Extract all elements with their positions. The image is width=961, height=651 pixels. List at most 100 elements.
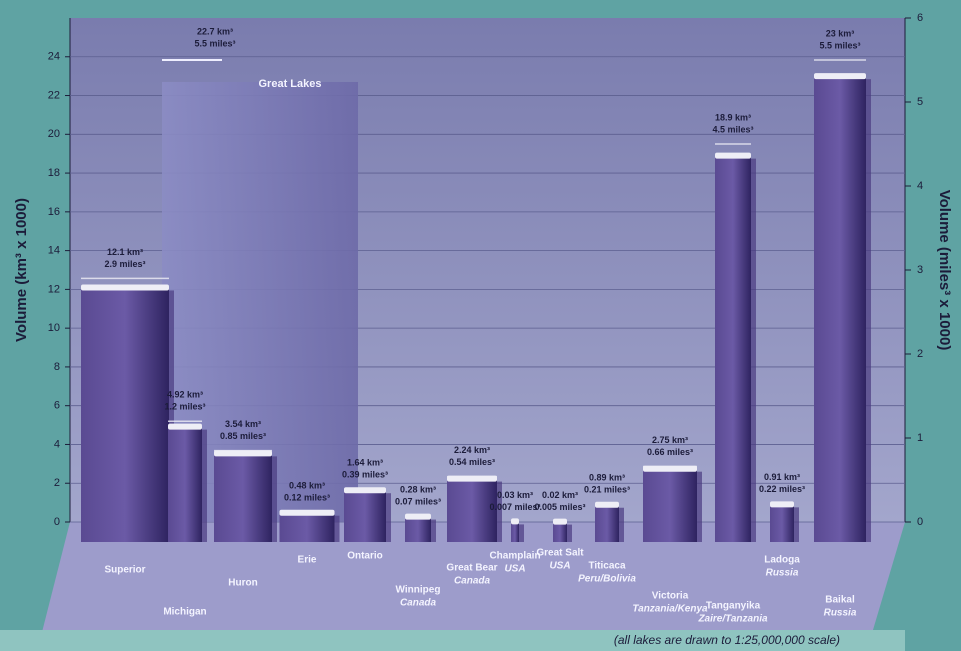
bar — [595, 504, 619, 542]
ice-cap — [214, 450, 272, 457]
value-label: 0.12 miles³ — [284, 492, 330, 502]
y2-tick-label: 2 — [917, 348, 923, 360]
value-label: 2.9 miles³ — [104, 259, 145, 269]
category-label: Ladoga — [764, 555, 800, 566]
bar-side — [751, 158, 756, 542]
bar — [814, 76, 866, 543]
value-label: 1.64 km³ — [347, 458, 383, 468]
bar-side — [794, 507, 799, 542]
category-label: Huron — [228, 578, 257, 589]
category-label: Superior — [104, 565, 145, 576]
value-label: 3.54 km³ — [225, 419, 261, 429]
value-label: 0.02 km³ — [542, 490, 578, 500]
bar-side — [386, 493, 391, 542]
value-label: 0.54 miles³ — [449, 457, 495, 467]
y-tick-label: 18 — [48, 167, 60, 179]
category-label: Tanganyika — [706, 601, 761, 612]
bar — [405, 516, 431, 542]
y2-tick-label: 1 — [917, 432, 923, 444]
bar-side — [567, 524, 572, 542]
ice-cap — [279, 509, 335, 516]
value-label: 0.21 miles³ — [584, 485, 630, 495]
y-tick-label: 20 — [48, 128, 60, 140]
value-label: 0.07 miles³ — [395, 496, 441, 506]
bar — [214, 453, 272, 542]
value-label: 5.5 miles³ — [819, 40, 860, 50]
value-label: 23 km³ — [826, 28, 855, 38]
category-label: Great Salt — [536, 548, 584, 559]
value-label: 0.03 km³ — [497, 490, 533, 500]
bar-side — [697, 471, 702, 542]
y-tick-label: 2 — [54, 477, 60, 489]
ice-cap — [814, 73, 866, 80]
group-value-label: 22.7 km³ — [197, 26, 233, 36]
bar — [447, 478, 497, 542]
y2-tick-label: 3 — [917, 264, 923, 276]
y2-tick-label: 0 — [917, 516, 923, 528]
value-label: 12.1 km³ — [107, 247, 143, 257]
region-label: Zaire/Tanzania — [697, 614, 768, 625]
category-label: Victoria — [652, 591, 689, 602]
value-label: 2.24 km³ — [454, 445, 490, 455]
value-label: 18.9 km³ — [715, 112, 751, 122]
value-label: 0.22 miles³ — [759, 484, 805, 494]
y-tick-label: 8 — [54, 361, 60, 373]
bar — [511, 521, 519, 542]
value-label: 0.91 km³ — [764, 472, 800, 482]
y2-tick-label: 6 — [917, 12, 923, 24]
y2-tick-label: 5 — [917, 96, 923, 108]
category-label: Michigan — [163, 607, 206, 618]
value-label: 0.66 miles³ — [647, 447, 693, 457]
value-label: 0.007 miles³ — [489, 502, 540, 512]
bar-side — [497, 481, 502, 542]
floor — [40, 522, 905, 640]
bar — [81, 287, 169, 542]
value-label: 4.5 miles³ — [712, 124, 753, 134]
bar — [168, 426, 202, 542]
value-label: 4.92 km³ — [167, 390, 203, 400]
bar-side — [334, 515, 340, 542]
y2-tick-label: 4 — [917, 180, 923, 192]
region-label: Canada — [400, 598, 437, 609]
bar-side — [866, 79, 871, 543]
y-tick-label: 10 — [48, 322, 60, 334]
y-tick-label: 24 — [48, 51, 60, 63]
region-label: Canada — [454, 576, 491, 587]
value-label: 0.48 km³ — [289, 480, 325, 490]
bar — [715, 155, 751, 542]
group-y2-label: 5.5 miles³ — [194, 38, 235, 48]
bar-side — [169, 290, 174, 542]
category-label: Champlain — [489, 551, 540, 562]
ice-cap — [81, 284, 169, 291]
y-tick-label: 6 — [54, 400, 60, 412]
y2-axis-title: Volume (miles³ x 1000) — [936, 190, 953, 351]
value-label: 0.85 miles³ — [220, 431, 266, 441]
category-label: Erie — [298, 555, 317, 566]
region-label: Russia — [766, 568, 799, 579]
ice-cap — [344, 487, 386, 494]
value-label: 2.75 km³ — [652, 435, 688, 445]
value-label: 0.005 miles³ — [534, 502, 585, 512]
group-name: Great Lakes — [259, 78, 322, 90]
y-tick-label: 22 — [48, 89, 60, 101]
value-label: 1.2 miles³ — [164, 402, 205, 412]
bar — [770, 504, 794, 542]
value-label: 0.39 miles³ — [342, 470, 388, 480]
value-label: 0.89 km³ — [589, 473, 625, 483]
value-label: 0.28 km³ — [400, 484, 436, 494]
bar-side — [519, 524, 524, 542]
note: (all lakes are drawn to 1:25,000,000 sca… — [614, 633, 840, 647]
bar-side — [619, 507, 624, 542]
category-label: Winnipeg — [396, 585, 441, 596]
y-tick-label: 14 — [48, 245, 60, 257]
y-axis-title: Volume (km³ x 1000) — [13, 198, 30, 342]
ice-cap — [770, 501, 794, 508]
ice-cap — [168, 423, 202, 430]
category-label: Great Bear — [446, 563, 497, 574]
region-label: Peru/Bolivia — [578, 574, 636, 585]
note-band — [0, 630, 905, 651]
region-label: Russia — [824, 608, 857, 619]
y-tick-label: 12 — [48, 283, 60, 295]
ice-cap — [715, 152, 751, 159]
